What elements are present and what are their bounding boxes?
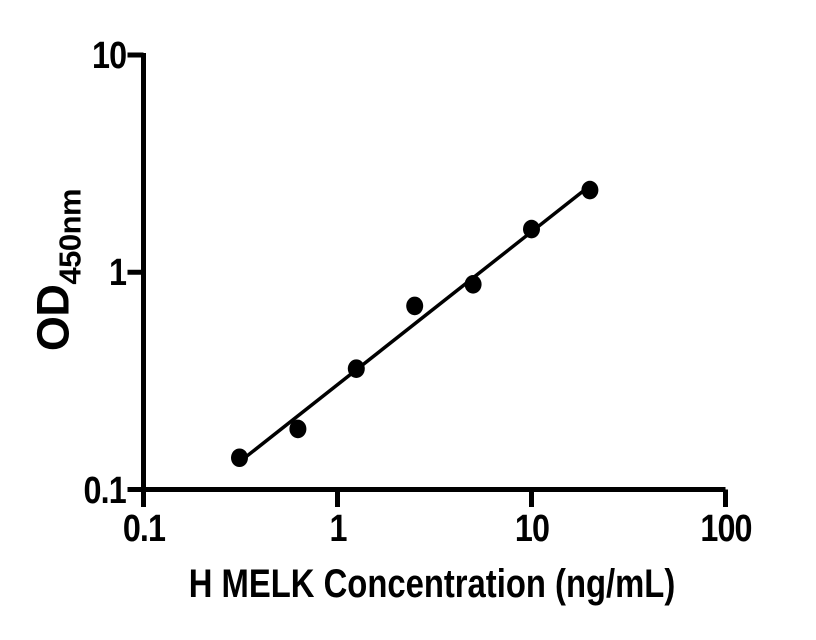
x-tick-label: 0.1 <box>119 509 169 549</box>
x-tick-label-text: 0.1 <box>122 508 165 550</box>
x-tick-label-text: 10 <box>514 508 549 550</box>
data-point <box>231 448 249 468</box>
y-tick-label-text: 1 <box>108 252 127 295</box>
x-tick-label: 1 <box>327 509 347 549</box>
x-tick-label: 100 <box>695 509 755 549</box>
data-point <box>523 219 540 239</box>
data-point <box>406 296 424 316</box>
x-tick-label: 10 <box>511 509 551 549</box>
y-tick-label: 10 <box>86 35 127 77</box>
y-tick-label-text: 10 <box>91 35 127 77</box>
y-tick-label: 1 <box>106 252 127 295</box>
x-axis-title-text: H MELK Concentration (ng/mL) <box>188 562 676 606</box>
data-point <box>581 180 599 200</box>
data-point <box>289 419 307 439</box>
y-tick-label: 0.1 <box>76 469 127 512</box>
y-axis-title-subscript: 450nm <box>52 188 88 285</box>
x-tick-label-text: 100 <box>699 508 752 550</box>
y-axis-title: OD450nm <box>28 189 89 351</box>
y-axis-title-main: OD <box>27 284 79 352</box>
x-tick-label-text: 1 <box>328 508 347 550</box>
data-point <box>464 275 482 294</box>
x-axis-title: H MELK Concentration (ng/mL) <box>135 562 728 607</box>
y-tick-label-text: 0.1 <box>83 469 127 512</box>
data-point <box>347 359 365 378</box>
